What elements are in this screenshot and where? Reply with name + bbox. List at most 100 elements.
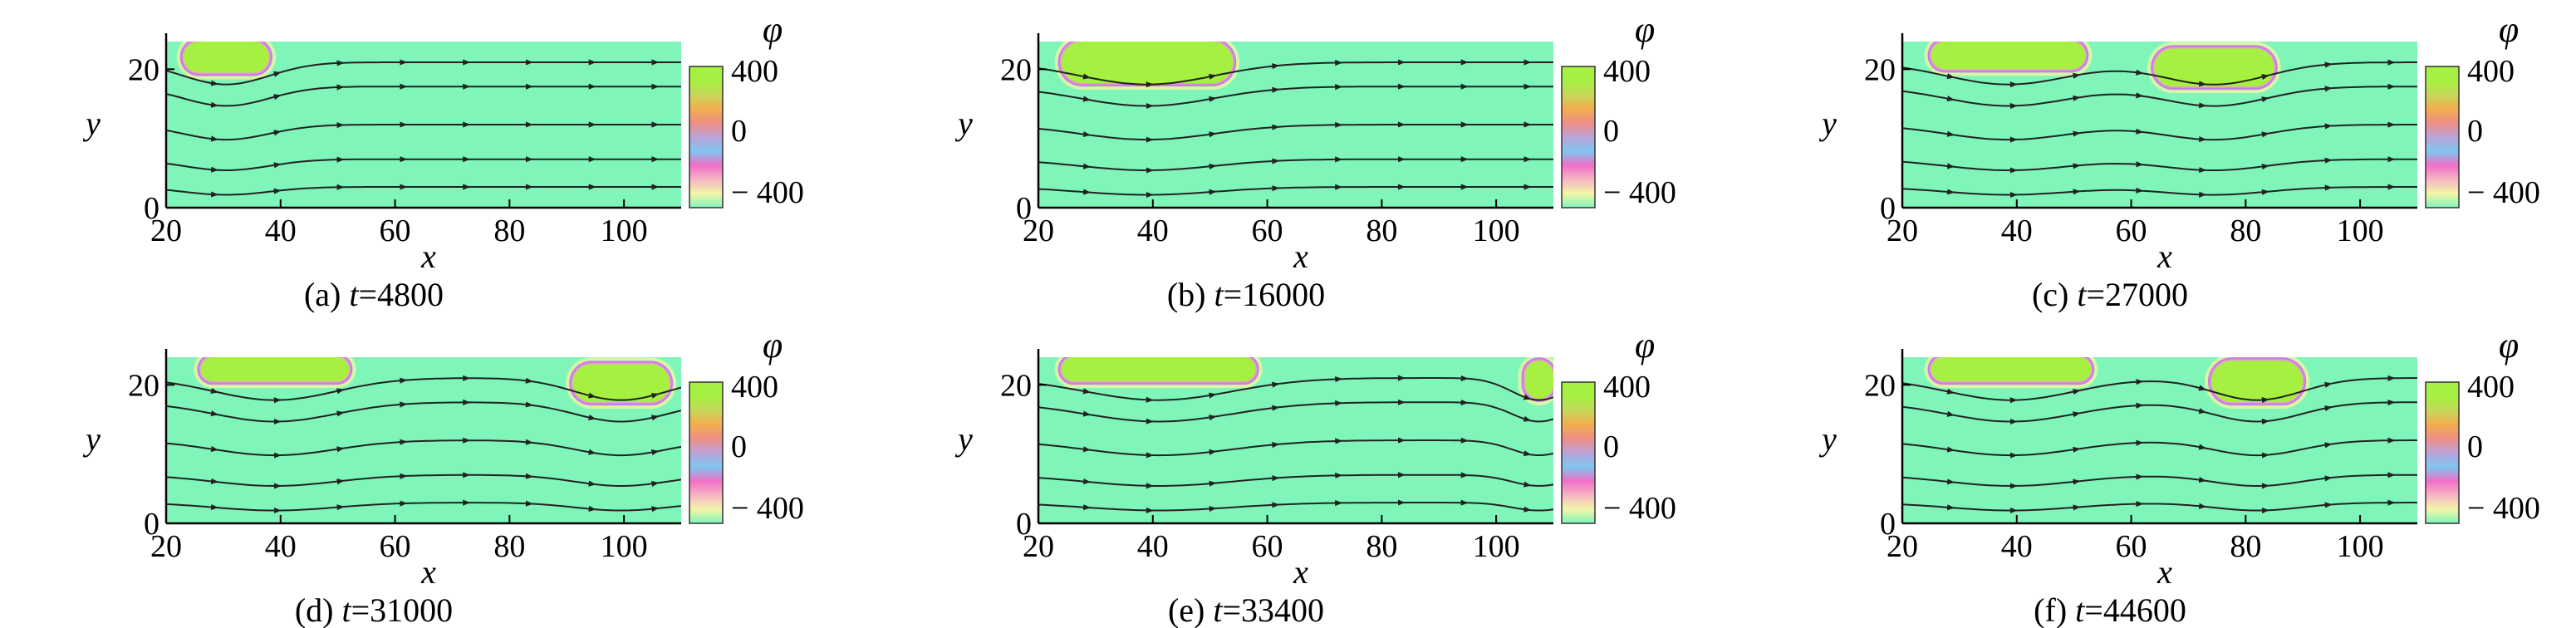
colorbar-title: φ (1635, 9, 1655, 50)
y-tick-label: 20 (1864, 368, 1896, 403)
x-tick-label: 80 (493, 213, 525, 248)
y-axis-label: y (82, 105, 101, 142)
colorbar-title: φ (763, 325, 783, 366)
colorbar-tick-label: − 400 (2467, 175, 2540, 210)
x-tick-label: 100 (601, 213, 648, 248)
y-tick-label: 0 (1016, 507, 1032, 542)
droplet (1924, 42, 2093, 76)
colorbar-title: φ (2499, 325, 2519, 366)
colorbar-tick-label: − 400 (731, 491, 804, 526)
x-tick-label: 20 (1023, 213, 1054, 248)
droplet (566, 357, 677, 410)
y-axis-label: y (954, 420, 973, 458)
y-tick-label: 0 (1880, 507, 1896, 542)
x-axis-label: x (1293, 553, 1308, 591)
colorbar-tick-label: 400 (2467, 54, 2515, 89)
y-axis-label: y (82, 420, 101, 458)
droplet (1054, 42, 1240, 90)
x-axis-label: x (420, 238, 436, 275)
y-tick-label: 20 (1864, 52, 1896, 87)
x-axis-label: x (420, 553, 436, 591)
x-tick-label: 80 (493, 529, 525, 564)
x-tick-label: 80 (1366, 213, 1397, 248)
x-tick-label: 40 (2001, 213, 2033, 248)
y-tick-label: 0 (144, 507, 159, 542)
colorbar: φ 400 0 − 400 (1561, 9, 1676, 210)
panel-caption: (e) t=33400 (1168, 591, 1324, 628)
x-axis-label: x (2156, 238, 2172, 275)
x-tick-label: 100 (1473, 529, 1520, 564)
x-tick-label: 60 (2116, 213, 2147, 248)
x-tick-label: 40 (1137, 213, 1169, 248)
droplet (1054, 357, 1263, 389)
y-tick-label: 20 (1000, 368, 1032, 403)
y-axis-label: y (954, 105, 973, 142)
colorbar-tick-label: − 400 (731, 175, 804, 210)
y-tick-label: 20 (128, 52, 159, 87)
x-axis-label: x (2156, 553, 2172, 591)
droplet (194, 357, 356, 389)
colorbar-tick-label: − 400 (1603, 175, 1676, 210)
colorbar: φ 400 0 − 400 (689, 325, 804, 526)
y-axis-label: y (1818, 105, 1837, 142)
droplet (176, 42, 276, 80)
colorbar-tick-label: 400 (731, 370, 778, 405)
x-tick-label: 60 (2116, 529, 2147, 564)
y-tick-label: 0 (1880, 191, 1896, 226)
x-tick-label: 20 (150, 213, 182, 248)
x-tick-label: 60 (380, 213, 411, 248)
colorbar-tick-label: 0 (1603, 114, 1619, 149)
y-tick-label: 0 (144, 191, 159, 226)
x-tick-label: 20 (1887, 213, 1918, 248)
colorbar-title: φ (1635, 325, 1655, 366)
droplet (1518, 357, 1553, 405)
colorbar-tick-label: 400 (731, 54, 778, 89)
x-tick-label: 100 (2337, 529, 2384, 564)
x-tick-label: 40 (2001, 529, 2033, 564)
colorbar: φ 400 0 − 400 (2425, 9, 2540, 210)
colorbar-tick-label: 0 (2467, 429, 2483, 464)
x-tick-label: 40 (265, 529, 297, 564)
colorbar-tick-label: 0 (2467, 114, 2483, 149)
y-axis-label: y (1818, 420, 1837, 458)
colorbar: φ 400 0 − 400 (689, 9, 804, 210)
x-tick-label: 20 (1887, 529, 1918, 564)
colorbar-tick-label: 400 (1603, 370, 1651, 405)
colorbar-tick-label: 0 (731, 114, 747, 149)
y-tick-label: 0 (1016, 191, 1032, 226)
x-tick-label: 100 (1473, 213, 1520, 248)
x-tick-label: 80 (1366, 529, 1397, 564)
x-axis-label: x (1293, 238, 1308, 275)
y-tick-label: 20 (1000, 52, 1032, 87)
x-tick-label: 80 (2230, 529, 2261, 564)
x-tick-label: 100 (2337, 213, 2384, 248)
colorbar-tick-label: 400 (1603, 54, 1651, 89)
x-tick-label: 60 (1252, 529, 1283, 564)
x-tick-label: 100 (601, 529, 648, 564)
colorbar: φ 400 0 − 400 (1561, 325, 1676, 526)
x-tick-label: 60 (1252, 213, 1283, 248)
panel-caption: (c) t=27000 (2032, 276, 2188, 313)
droplet (1924, 357, 2098, 389)
colorbar-tick-label: 0 (731, 429, 747, 464)
x-tick-label: 80 (2230, 213, 2261, 248)
x-tick-label: 40 (1137, 529, 1169, 564)
colorbar-tick-label: 0 (1603, 429, 1619, 464)
droplet (2147, 42, 2281, 94)
x-tick-label: 40 (265, 213, 297, 248)
colorbar-tick-label: − 400 (1603, 491, 1676, 526)
x-tick-label: 20 (1023, 529, 1054, 564)
panel-caption: (a) t=4800 (304, 276, 444, 313)
colorbar-title: φ (2499, 9, 2519, 50)
panel-caption: (f) t=44600 (2034, 591, 2186, 628)
panel-caption: (d) t=31000 (295, 591, 453, 628)
y-tick-label: 20 (128, 368, 159, 403)
colorbar-title: φ (763, 9, 783, 50)
